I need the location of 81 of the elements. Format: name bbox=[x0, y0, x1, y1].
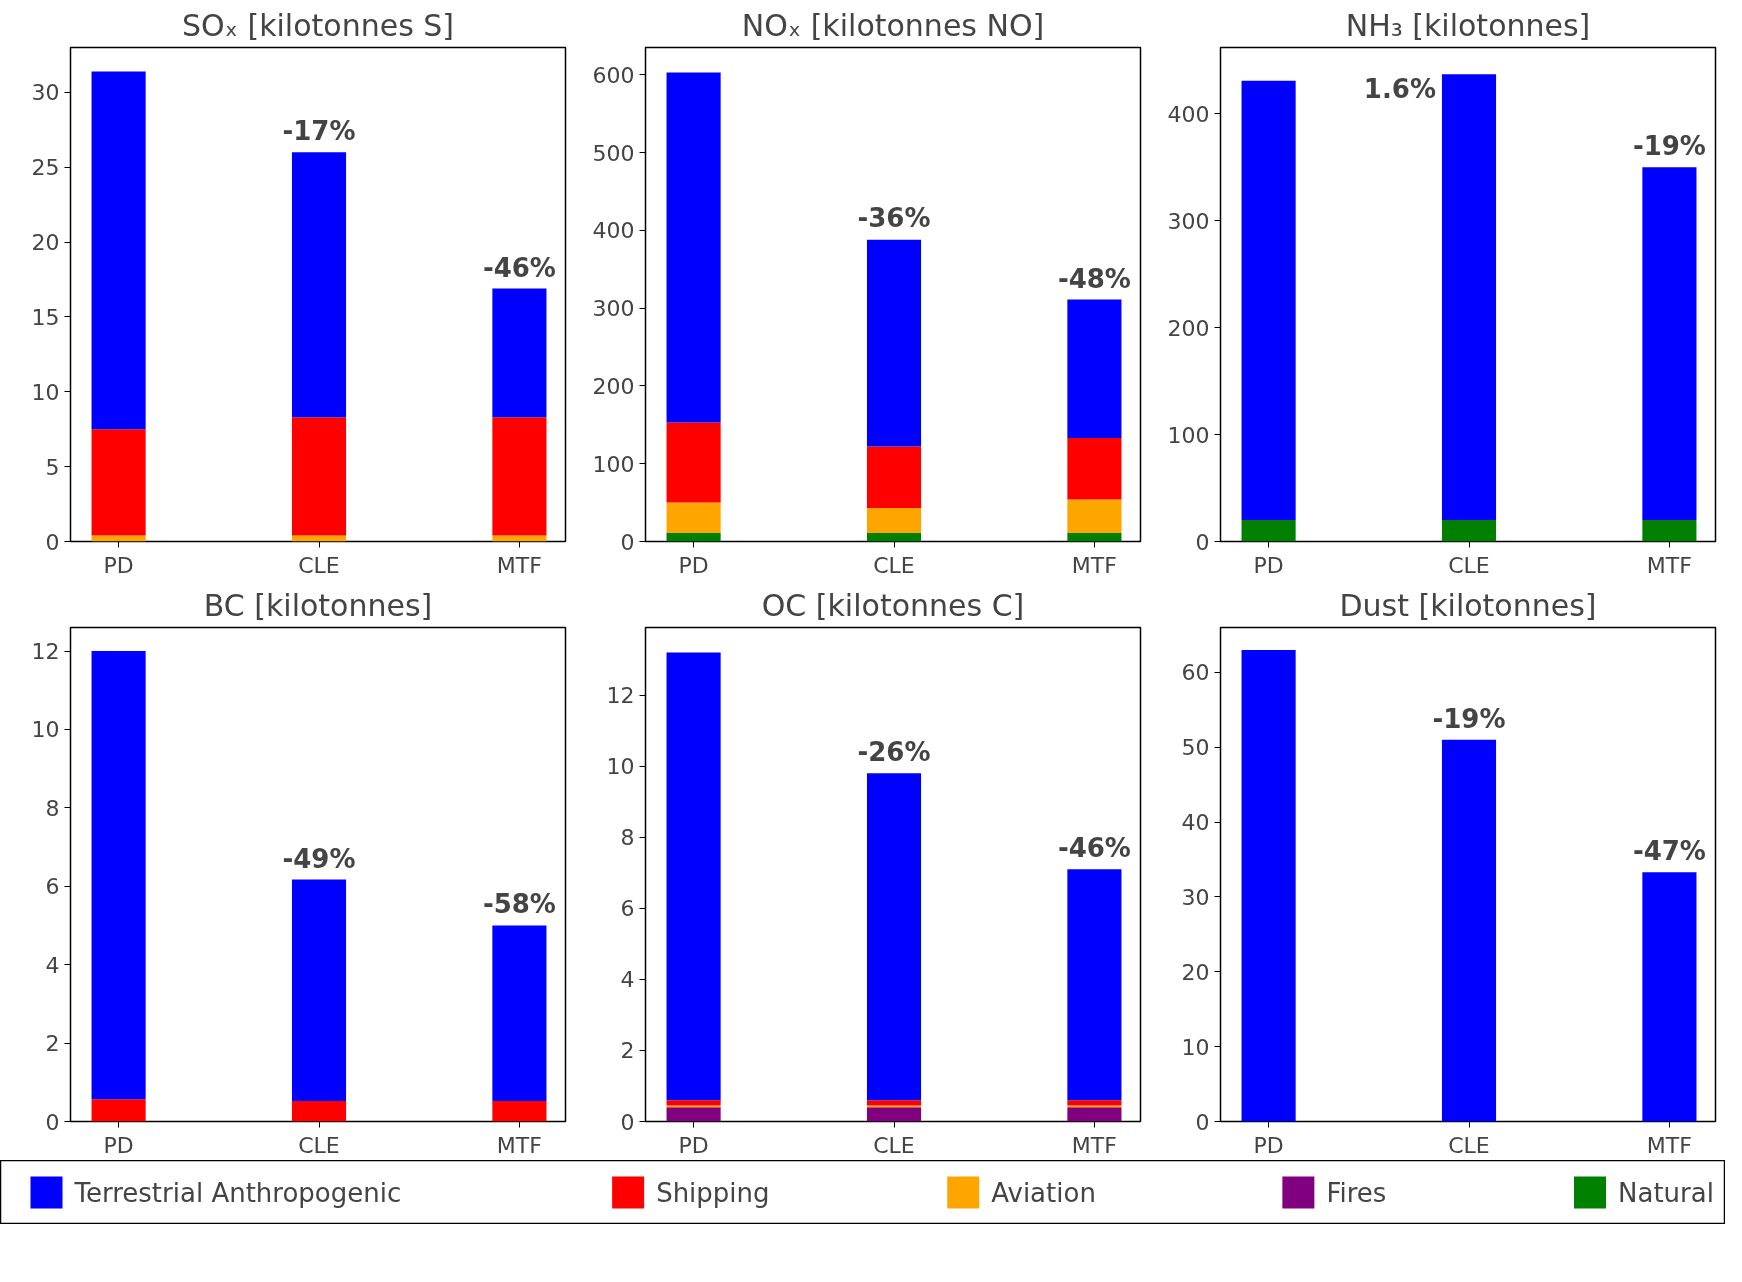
annotation: -36% bbox=[857, 202, 931, 233]
y-tick-label: 30 bbox=[1181, 884, 1210, 910]
x-tick-label: MTF bbox=[1646, 552, 1692, 578]
x-tick-label: CLE bbox=[1448, 1132, 1490, 1158]
annotation: -19% bbox=[1432, 703, 1506, 734]
y-tick-label: 5 bbox=[45, 454, 60, 480]
y-tick-label: 12 bbox=[31, 639, 60, 665]
chart-title: SOₓ [kilotonnes S] bbox=[181, 7, 455, 43]
y-tick-label: 40 bbox=[1181, 810, 1210, 836]
x-tick-label: PD bbox=[678, 1132, 709, 1158]
y-tick-label: 400 bbox=[592, 218, 635, 244]
y-tick-label: 10 bbox=[1181, 1034, 1210, 1060]
legend-label: Shipping bbox=[656, 1177, 770, 1208]
y-tick-label: 100 bbox=[592, 451, 635, 477]
y-tick-label: 0 bbox=[620, 1109, 635, 1135]
y-tick-label: 10 bbox=[606, 754, 635, 780]
y-tick-label: 10 bbox=[31, 717, 60, 743]
annotation: -19% bbox=[1632, 131, 1706, 162]
annotation: -17% bbox=[282, 116, 356, 147]
y-tick-label: 200 bbox=[592, 373, 635, 399]
legend-label: Natural bbox=[1618, 1177, 1714, 1208]
y-tick-label: 6 bbox=[620, 896, 635, 922]
y-tick-label: 300 bbox=[592, 296, 635, 322]
y-tick-label: 10 bbox=[31, 379, 60, 405]
y-tick-label: 8 bbox=[45, 795, 60, 821]
x-tick-label: PD bbox=[1253, 552, 1284, 578]
y-tick-label: 8 bbox=[620, 825, 635, 851]
annotation: -47% bbox=[1632, 836, 1706, 867]
annotation: -48% bbox=[1057, 263, 1131, 294]
x-tick-label: CLE bbox=[873, 552, 915, 578]
y-tick-label: 0 bbox=[1195, 529, 1210, 555]
y-tick-label: 500 bbox=[592, 140, 635, 166]
legend-label: Terrestrial Anthropogenic bbox=[73, 1177, 402, 1208]
annotation: -26% bbox=[857, 737, 931, 768]
x-tick-label: MTF bbox=[1071, 552, 1117, 578]
x-tick-label: CLE bbox=[1448, 552, 1490, 578]
y-tick-label: 0 bbox=[45, 1109, 60, 1135]
annotation: -58% bbox=[482, 889, 556, 920]
annotation: -46% bbox=[1057, 833, 1131, 864]
x-tick-label: CLE bbox=[298, 552, 340, 578]
y-tick-label: 300 bbox=[1167, 208, 1210, 234]
chart-title: BC [kilotonnes] bbox=[203, 587, 433, 623]
y-tick-label: 100 bbox=[1167, 422, 1210, 448]
y-tick-label: 50 bbox=[1181, 735, 1210, 761]
y-tick-label: 0 bbox=[620, 529, 635, 555]
annotation: -49% bbox=[282, 843, 356, 874]
y-tick-label: 20 bbox=[1181, 959, 1210, 985]
y-tick-label: 200 bbox=[1167, 315, 1210, 341]
y-tick-label: 0 bbox=[45, 529, 60, 555]
y-tick-label: 15 bbox=[31, 304, 60, 330]
x-tick-label: MTF bbox=[496, 1132, 542, 1158]
x-tick-label: PD bbox=[103, 1132, 134, 1158]
y-tick-label: 4 bbox=[620, 967, 635, 993]
annotation: 1.6% bbox=[1363, 74, 1436, 105]
y-tick-label: 600 bbox=[592, 62, 635, 88]
y-tick-label: 0 bbox=[1195, 1109, 1210, 1135]
legend-label: Aviation bbox=[991, 1177, 1096, 1208]
x-tick-label: MTF bbox=[496, 552, 542, 578]
chart-title: NH₃ [kilotonnes] bbox=[1345, 7, 1591, 43]
x-tick-label: PD bbox=[1253, 1132, 1284, 1158]
y-tick-label: 12 bbox=[606, 683, 635, 709]
y-tick-label: 20 bbox=[31, 230, 60, 256]
y-tick-label: 2 bbox=[620, 1038, 635, 1064]
x-tick-label: PD bbox=[103, 552, 134, 578]
y-tick-label: 2 bbox=[45, 1031, 60, 1057]
y-tick-label: 4 bbox=[45, 952, 60, 978]
y-tick-label: 6 bbox=[45, 874, 60, 900]
x-tick-label: MTF bbox=[1646, 1132, 1692, 1158]
chart-title: NOₓ [kilotonnes NO] bbox=[741, 7, 1045, 43]
y-tick-label: 25 bbox=[31, 155, 60, 181]
annotation: -46% bbox=[482, 252, 556, 283]
y-tick-label: 400 bbox=[1167, 101, 1210, 127]
y-tick-label: 30 bbox=[31, 80, 60, 106]
x-tick-label: CLE bbox=[873, 1132, 915, 1158]
x-tick-label: CLE bbox=[298, 1132, 340, 1158]
x-tick-label: PD bbox=[678, 552, 709, 578]
y-tick-label: 60 bbox=[1181, 660, 1210, 686]
chart-title: Dust [kilotonnes] bbox=[1339, 587, 1597, 623]
chart-title: OC [kilotonnes C] bbox=[761, 587, 1025, 623]
legend-label: Fires bbox=[1326, 1177, 1387, 1208]
x-tick-label: MTF bbox=[1071, 1132, 1117, 1158]
